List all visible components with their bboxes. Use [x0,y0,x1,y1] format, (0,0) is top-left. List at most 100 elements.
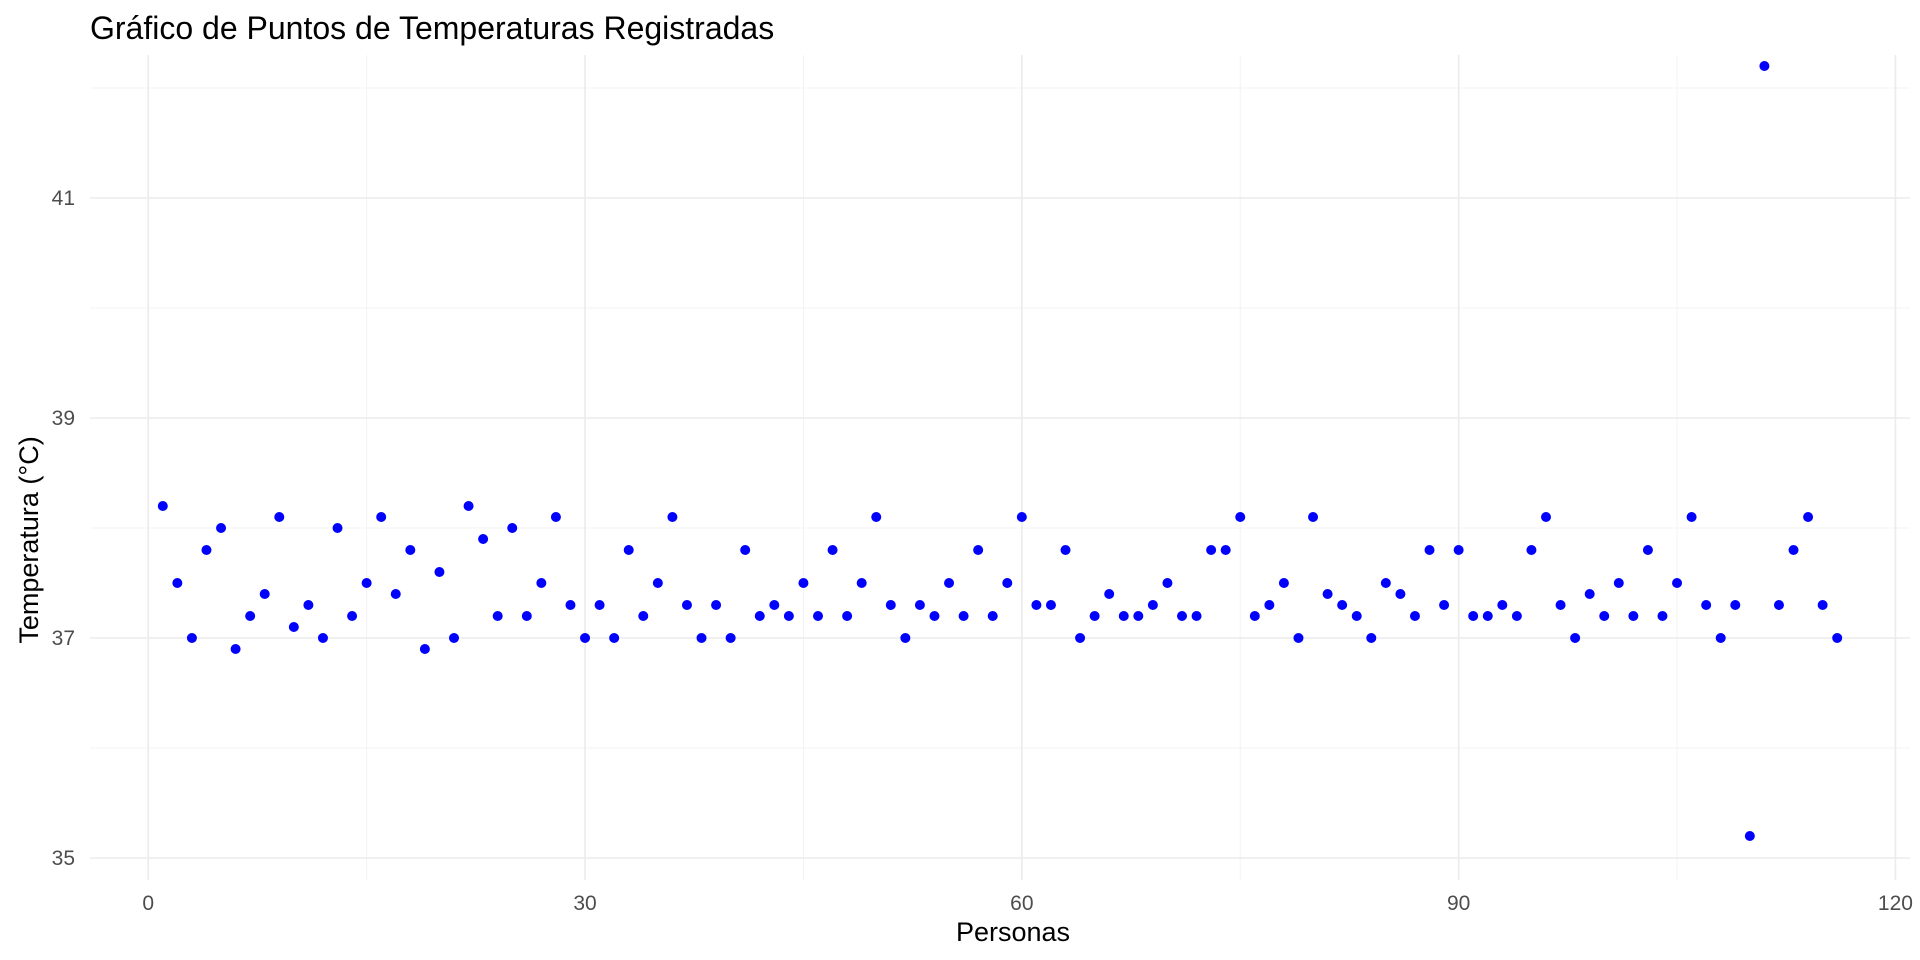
data-point [1191,611,1202,621]
data-point [1832,633,1843,643]
data-point [216,523,227,533]
data-point [973,545,984,555]
data-point [1541,512,1551,522]
data-point [332,523,343,533]
chart-title: Gráfico de Puntos de Temperaturas Regist… [90,10,774,46]
data-point [1206,545,1217,555]
data-point [478,534,489,544]
data-point [1162,578,1173,588]
data-point [1278,578,1289,588]
data-point [1045,600,1056,610]
data-point [1264,600,1275,610]
data-point [390,589,401,599]
data-point [274,512,285,522]
data-point [259,589,270,599]
data-point [1526,545,1537,555]
data-point [1060,545,1071,555]
data-point [1511,611,1522,621]
data-point [871,512,882,522]
data-point [230,644,241,654]
data-point [1482,611,1493,621]
data-point [303,600,314,610]
data-point [1599,611,1610,621]
data-point [317,633,328,643]
data-point [1118,611,1129,621]
data-point [798,578,809,588]
data-point [1439,600,1450,610]
x-tick-label: 30 [573,892,596,915]
data-point [1817,600,1828,610]
data-point [1235,512,1246,522]
data-point [1293,633,1304,643]
data-point [536,578,547,588]
data-point [288,622,299,632]
data-point [1759,61,1770,71]
data-point [827,545,838,555]
data-point [987,611,998,621]
data-point [783,611,794,621]
data-point [1089,611,1100,621]
data-point [361,578,372,588]
data-point [1409,611,1420,621]
data-point [507,523,518,533]
data-point [696,633,707,643]
data-point [1555,600,1566,610]
data-point [1686,512,1697,522]
data-point [1395,589,1406,599]
data-point [638,611,649,621]
y-tick-label: 39 [52,407,75,430]
data-point [900,633,911,643]
grid [90,55,1910,880]
data-point [376,512,387,522]
data-point [1628,611,1639,621]
data-point [1380,578,1391,588]
data-point [1672,578,1683,588]
data-point [521,611,532,621]
data-point [1424,545,1435,555]
data-point [856,578,867,588]
data-point [1322,589,1333,599]
data-point [1002,578,1013,588]
data-point [580,633,591,643]
data-point [594,600,605,610]
data-point [172,578,183,588]
data-point [186,633,197,643]
data-point [652,578,663,588]
data-point [463,501,474,511]
data-point [1337,600,1348,610]
y-axis-title: Temperatura (°C) [14,436,44,643]
data-point [1147,600,1158,610]
data-point [347,611,358,621]
data-point [492,611,503,621]
data-point [1031,600,1042,610]
data-point [842,611,853,621]
data-point [1613,578,1624,588]
y-axis-ticks: 35 37 39 41 [52,187,75,870]
data-point [754,611,765,621]
data-point [1715,633,1726,643]
data-point [434,567,445,577]
data-point [157,501,168,511]
x-tick-label: 60 [1010,892,1033,915]
data-point [609,633,620,643]
x-axis-title: Personas [956,917,1070,947]
data-point [1730,600,1741,610]
data-point [1642,545,1653,555]
data-point [1570,633,1581,643]
data-point [711,600,722,610]
data-point [667,512,678,522]
y-tick-label: 37 [52,627,75,650]
data-point [769,600,780,610]
data-point [1773,600,1784,610]
data-point [1468,611,1479,621]
data-point [929,611,940,621]
x-tick-label: 120 [1878,892,1913,915]
x-tick-label: 90 [1447,892,1470,915]
data-point [1701,600,1712,610]
data-point [201,545,212,555]
data-point [245,611,256,621]
data-point [565,600,576,610]
data-point [958,611,969,621]
data-point [1249,611,1260,621]
data-point [944,578,955,588]
